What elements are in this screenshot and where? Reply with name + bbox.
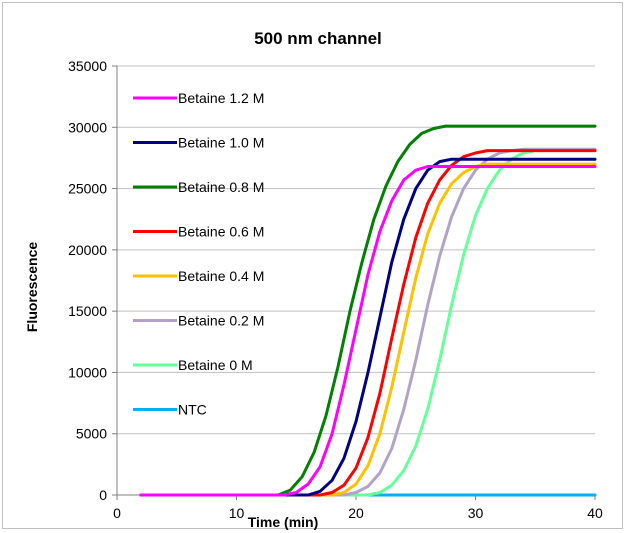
series-line [139, 162, 597, 497]
x-tick-label: 40 [587, 505, 603, 521]
series-line [139, 124, 597, 497]
y-tick-label: 20000 [68, 242, 107, 258]
y-tick-label: 5000 [76, 426, 107, 442]
legend-label: Betaine 1.0 M [178, 135, 264, 151]
series-line [139, 165, 597, 497]
y-tick-label: 30000 [68, 119, 107, 135]
chart-title: 500 nm channel [254, 29, 382, 48]
y-tick-label: 25000 [68, 181, 107, 197]
x-tick-label: 10 [229, 505, 245, 521]
gridlines [117, 65, 595, 435]
y-tick-label: 10000 [68, 364, 107, 380]
series-line [139, 149, 597, 497]
x-tick-label: 0 [113, 505, 121, 521]
legend-label: Betaine 0.4 M [178, 268, 264, 284]
x-axis-title: Time (min) [248, 514, 319, 530]
legend-label: Betaine 1.2 M [178, 90, 264, 106]
series-line [139, 157, 597, 497]
legend-label: Betaine 0.2 M [178, 313, 264, 329]
series-lines [139, 124, 597, 497]
y-axis-title: Fluorescence [24, 242, 40, 332]
y-tick-label: 35000 [68, 58, 107, 74]
legend-label: Betaine 0 M [178, 357, 253, 373]
legend-label: NTC [178, 402, 207, 418]
x-tick-label: 30 [468, 505, 484, 521]
x-tick-label: 20 [348, 505, 364, 521]
legend-label: Betaine 0.8 M [178, 179, 264, 195]
y-tick-label: 0 [99, 487, 107, 503]
chart-frame [2, 2, 623, 529]
tick-labels: 0 5000 10000 15000 20000 25000 30000 35000 0 10 20… [68, 58, 603, 521]
legend: Betaine 1.2 M Betaine 1.0 M Betaine 0.8 M B… [133, 90, 264, 418]
y-tick-label: 15000 [68, 303, 107, 319]
legend-label: Betaine 0.6 M [178, 224, 264, 240]
